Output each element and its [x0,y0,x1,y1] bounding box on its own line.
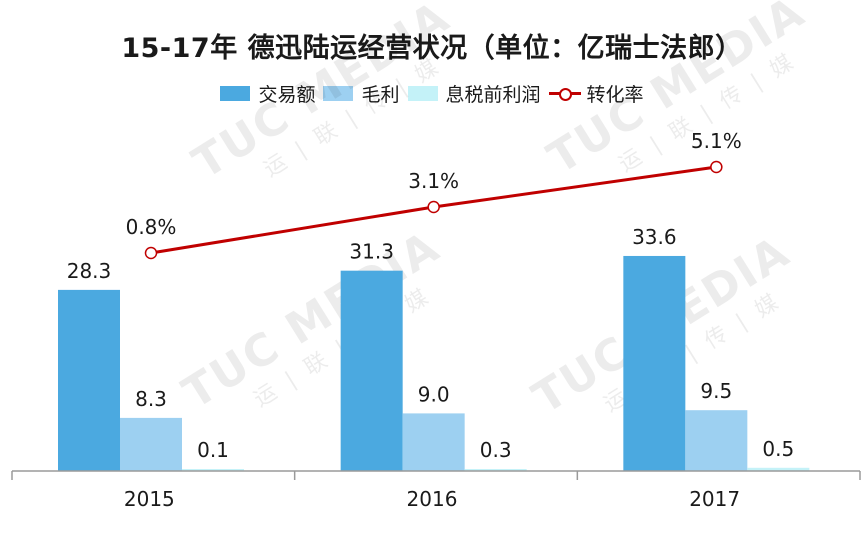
legend-item-transaction[interactable]: 交易额 [220,80,315,107]
x-axis-tick-label: 2016 [407,487,458,511]
legend-item-ebit[interactable]: 息税前利润 [407,80,541,107]
line-value-label: 3.1% [408,169,459,193]
legend-item-conversion[interactable]: 转化率 [548,80,644,107]
bar-value-label: 0.5 [762,437,794,461]
chart-title: 15-17年 德迅陆运经营状况（单位：亿瑞士法郎） [121,33,743,64]
bar-value-label: 0.1 [197,438,229,462]
bar[interactable] [340,270,403,471]
legend-line-marker-icon [548,86,581,101]
legend-swatch-transaction [220,86,251,101]
bar-value-label: 33.6 [632,225,677,249]
legend-swatch-gross-profit [323,86,354,101]
bar-value-label: 28.3 [67,259,112,283]
line-marker[interactable] [710,160,723,174]
legend: 交易额 毛利 息税前利润 转化率 [0,80,864,107]
legend-label: 转化率 [586,84,644,106]
legend-swatch-ebit [407,86,438,101]
legend-label: 毛利 [361,84,400,106]
bar[interactable] [182,469,244,471]
bar[interactable] [623,255,686,471]
line-value-label: 5.1% [691,129,742,153]
legend-label: 息税前利润 [445,84,541,106]
bar[interactable] [58,289,120,471]
line-marker[interactable] [427,200,440,214]
legend-item-gross-profit[interactable]: 毛利 [323,80,400,107]
bar[interactable] [402,413,465,471]
line-marker[interactable] [144,246,158,260]
bar[interactable] [747,467,810,471]
x-axis-tick-label: 2017 [689,487,740,511]
line-value-label: 0.8% [126,215,177,239]
x-axis-tick-label: 2015 [124,487,175,511]
bar[interactable] [464,469,527,471]
bar-value-label: 31.3 [349,240,394,264]
bar-value-label: 9.5 [700,379,732,403]
bar[interactable] [685,410,748,471]
bar[interactable] [120,417,182,471]
bar-value-label: 0.3 [480,438,512,462]
bar-value-label: 8.3 [135,387,167,411]
legend-label: 交易额 [258,84,316,106]
bar-value-label: 9.0 [418,382,450,406]
